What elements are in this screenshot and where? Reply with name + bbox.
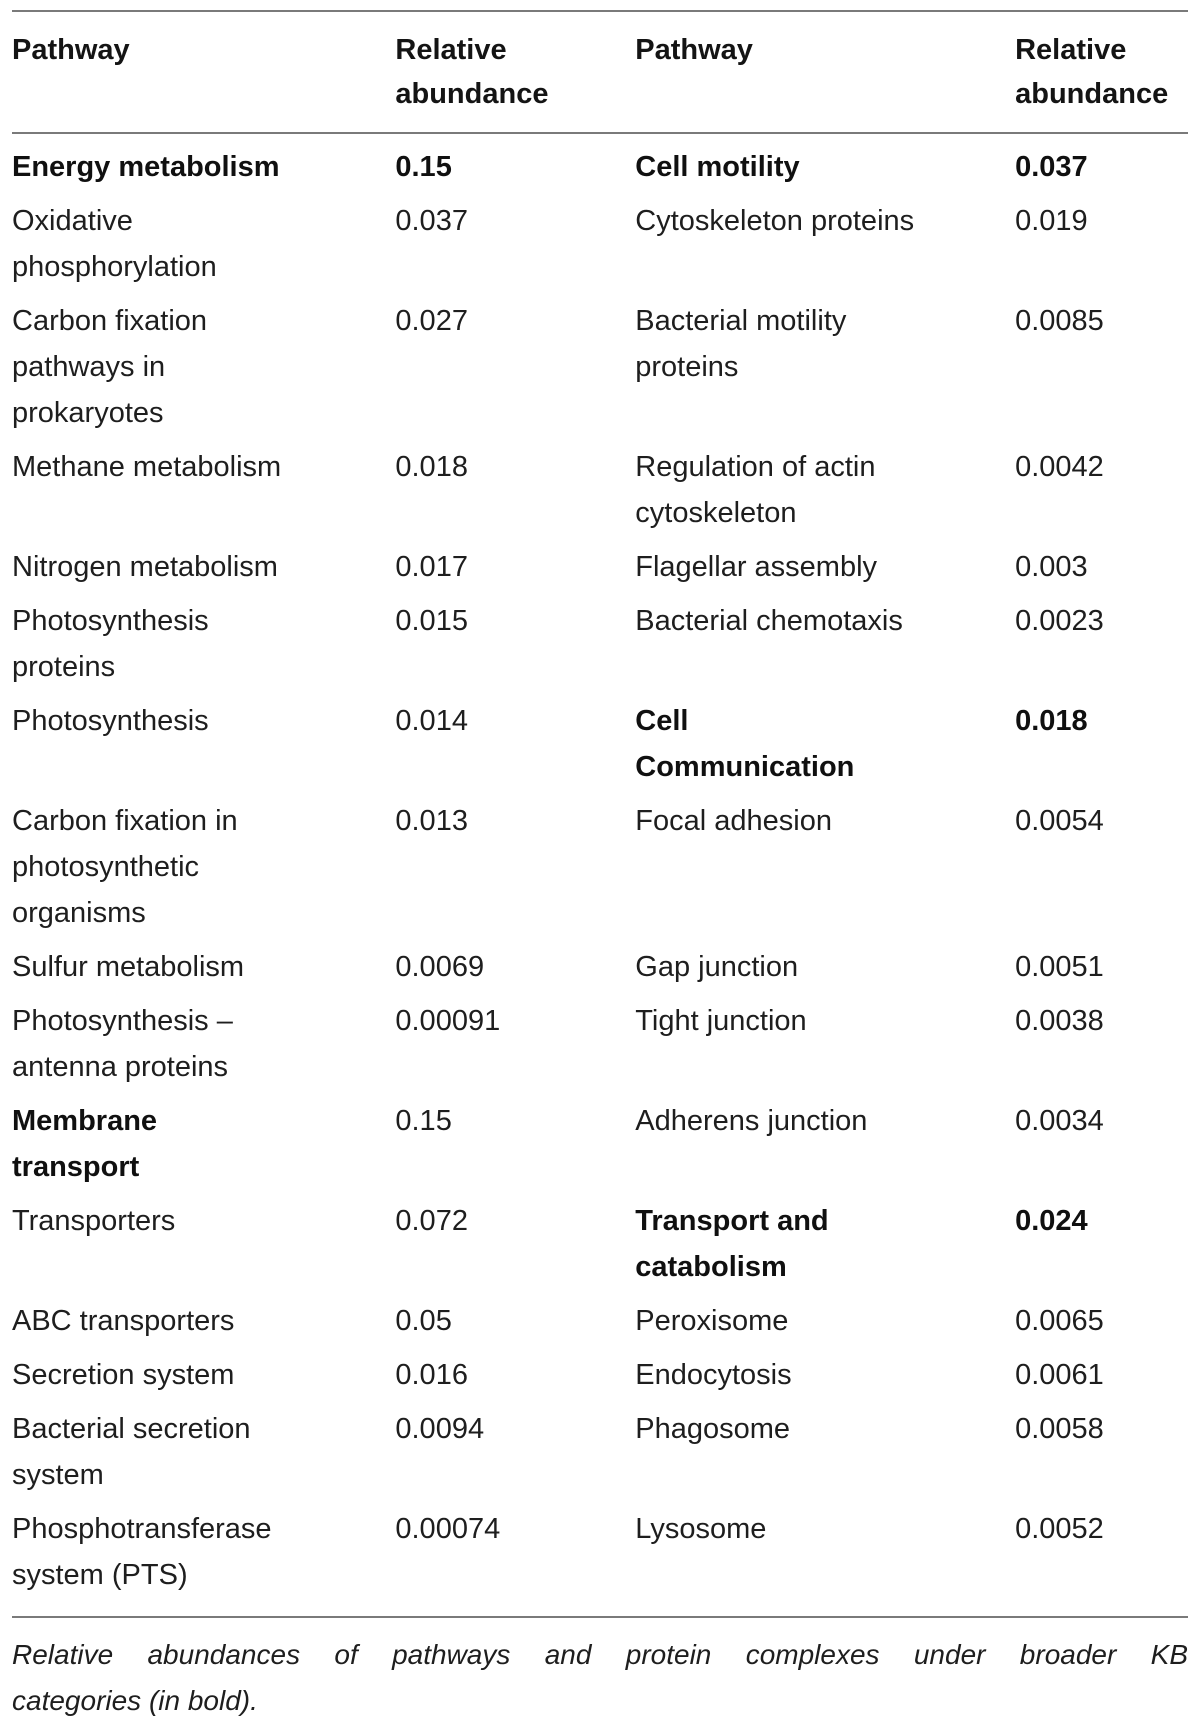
pathway-cell: Carbon fixation in photosynthetic organi…	[12, 805, 238, 929]
pathway-cell: Flagellar assembly	[635, 551, 878, 583]
abundance-cell: 0.027	[395, 305, 468, 337]
pathway-cell: Sulfur metabolism	[12, 951, 245, 983]
pathway-cell: Methane metabolism	[12, 451, 282, 483]
abundance-cell: 0.017	[395, 551, 468, 583]
table-row: Bacterial secretion system 0.0094 Phagos…	[12, 1402, 1188, 1502]
abundance-cell: 0.015	[395, 605, 468, 637]
pathway-cell: Lysosome	[635, 1513, 767, 1545]
caption-line-1: Relative abundances of pathways and prot…	[12, 1639, 1188, 1670]
header-abundance-left: Relative abundance	[395, 34, 549, 110]
abundance-cell: 0.014	[395, 705, 468, 737]
abundance-cell: 0.024	[1015, 1205, 1088, 1237]
pathway-cell: Cytoskeleton proteins	[635, 205, 915, 237]
pathway-cell: Bacterial secretion system	[12, 1413, 251, 1491]
pathway-cell: Gap junction	[635, 951, 799, 983]
table-row: Secretion system 0.016 Endocytosis 0.006…	[12, 1348, 1188, 1402]
header-abundance-right: Relative abundance	[1015, 34, 1169, 110]
abundance-cell: 0.013	[395, 805, 468, 837]
table-row: Photosynthesis proteins 0.015 Bacterial …	[12, 594, 1188, 694]
abundance-cell: 0.0061	[1015, 1359, 1104, 1391]
pathway-cell: Cell Communication	[635, 705, 855, 783]
abundance-cell: 0.037	[395, 205, 468, 237]
abundance-cell: 0.0042	[1015, 451, 1104, 483]
table-row: Phosphotransferase system (PTS) 0.00074 …	[12, 1502, 1188, 1617]
pathway-cell: Photosynthesis	[12, 705, 209, 737]
pathway-cell: Regulation of actin cytoskeleton	[635, 451, 876, 529]
abundance-cell: 0.0023	[1015, 605, 1104, 637]
abundance-cell: 0.072	[395, 1205, 468, 1237]
header-row: Pathway Relative abundance Pathway Relat…	[12, 11, 1188, 133]
abundance-cell: 0.0094	[395, 1413, 485, 1445]
pathway-cell: Bacterial chemotaxis	[635, 605, 903, 637]
pathway-cell: Oxidative phosphorylation	[12, 205, 217, 283]
abundance-cell: 0.018	[395, 451, 468, 483]
abundance-cell: 0.0069	[395, 951, 485, 983]
pathway-cell: ABC transporters	[12, 1305, 235, 1337]
table-row: Photosynthesis – antenna proteins 0.0009…	[12, 994, 1188, 1094]
abundance-cell: 0.0034	[1015, 1105, 1104, 1137]
abundance-cell: 0.0085	[1015, 305, 1104, 337]
table-row: Nitrogen metabolism 0.017 Flagellar asse…	[12, 540, 1188, 594]
pathway-cell: Bacterial motility proteins	[635, 305, 847, 383]
caption-line-2: categories (in bold).	[12, 1685, 258, 1716]
header-pathway-right: Pathway	[635, 34, 753, 66]
pathway-abundance-table: Pathway Relative abundance Pathway Relat…	[12, 10, 1188, 1618]
pathway-cell: Focal adhesion	[635, 805, 832, 837]
table-row: Oxidative phosphorylation 0.037 Cytoskel…	[12, 194, 1188, 294]
table-row: Photosynthesis 0.014 Cell Communication …	[12, 694, 1188, 794]
abundance-cell: 0.0051	[1015, 951, 1104, 983]
pathway-cell: Photosynthesis – antenna proteins	[12, 1005, 233, 1083]
pathway-cell: Energy metabolism	[12, 151, 280, 183]
table-row: Carbon fixation pathways in prokaryotes …	[12, 294, 1188, 440]
pathway-cell: Photosynthesis proteins	[12, 605, 209, 683]
abundance-cell: 0.0058	[1015, 1413, 1104, 1445]
pathway-cell: Carbon fixation pathways in prokaryotes	[12, 305, 208, 429]
pathway-cell: Tight junction	[635, 1005, 807, 1037]
pathway-cell: Nitrogen metabolism	[12, 551, 278, 583]
pathway-cell: Secretion system	[12, 1359, 235, 1391]
table-row: ABC transporters 0.05 Peroxisome 0.0065	[12, 1294, 1188, 1348]
abundance-cell: 0.0052	[1015, 1513, 1104, 1545]
header-pathway-left: Pathway	[12, 34, 130, 66]
abundance-cell: 0.018	[1015, 705, 1088, 737]
abundance-cell: 0.003	[1015, 551, 1088, 583]
pathway-cell: Transport and catabolism	[635, 1205, 829, 1283]
table-caption: Relative abundances of pathways and prot…	[12, 1632, 1188, 1734]
pathway-cell: Phosphotransferase system (PTS)	[12, 1513, 272, 1591]
table-body: Energy metabolism 0.15 Cell motility 0.0…	[12, 133, 1188, 1617]
table-row: Energy metabolism 0.15 Cell motility 0.0…	[12, 133, 1188, 194]
pathway-cell: Endocytosis	[635, 1359, 792, 1391]
abundance-cell: 0.00091	[395, 1005, 501, 1037]
table-row: Transporters 0.072 Transport and catabol…	[12, 1194, 1188, 1294]
pathway-cell: Phagosome	[635, 1413, 791, 1445]
abundance-cell: 0.037	[1015, 151, 1088, 183]
table-header: Pathway Relative abundance Pathway Relat…	[12, 11, 1188, 133]
table-row: Carbon fixation in photosynthetic organi…	[12, 794, 1188, 940]
pathway-cell: Cell motility	[635, 151, 800, 183]
abundance-cell: 0.05	[395, 1305, 452, 1337]
abundance-cell: 0.15	[395, 1105, 452, 1137]
table-row: Membrane transport 0.15 Adherens junctio…	[12, 1094, 1188, 1194]
abundance-cell: 0.0065	[1015, 1305, 1104, 1337]
pathway-cell: Peroxisome	[635, 1305, 789, 1337]
abundance-cell: 0.016	[395, 1359, 468, 1391]
abundance-cell: 0.00074	[395, 1513, 501, 1545]
table-row: Sulfur metabolism 0.0069 Gap junction 0.…	[12, 940, 1188, 994]
pathway-cell: Membrane transport	[12, 1105, 158, 1183]
pathway-cell: Transporters	[12, 1205, 176, 1237]
abundance-cell: 0.15	[395, 151, 452, 183]
abundance-cell: 0.0054	[1015, 805, 1104, 837]
pathway-cell: Adherens junction	[635, 1105, 868, 1137]
table-row: Methane metabolism 0.018 Regulation of a…	[12, 440, 1188, 540]
abundance-cell: 0.0038	[1015, 1005, 1104, 1037]
abundance-cell: 0.019	[1015, 205, 1088, 237]
